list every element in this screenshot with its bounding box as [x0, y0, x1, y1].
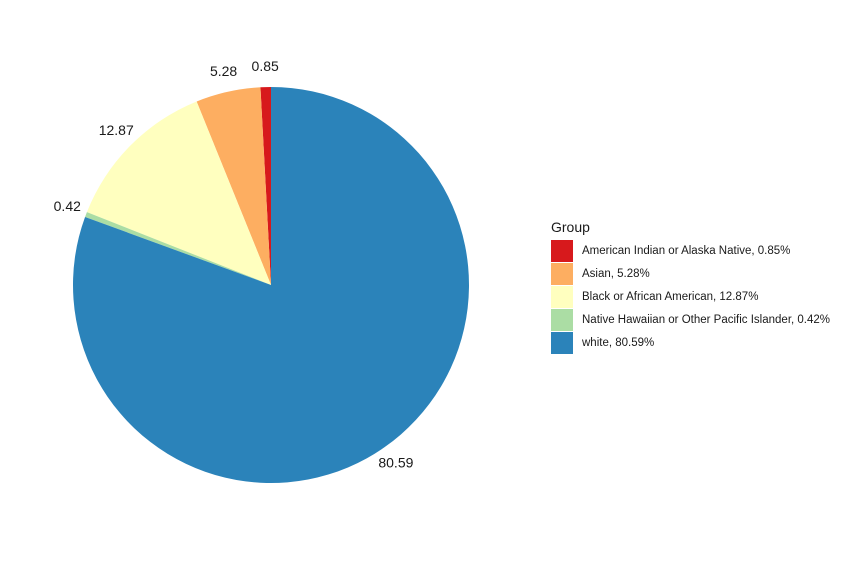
pie-slice-black-or-african-american — [86, 101, 271, 285]
pie-slice-asian — [196, 87, 271, 285]
legend-key-american-indian-or-alaska-native — [551, 240, 573, 262]
legend-label: American Indian or Alaska Native, 0.85% — [582, 245, 790, 257]
legend-label: white, 80.59% — [581, 337, 654, 349]
legend-key-native-hawaiian-or-other-pacific-islander — [551, 309, 573, 331]
legend-key-white — [551, 332, 573, 354]
slice-value-label: 0.85 — [252, 58, 279, 74]
slice-value-label: 12.87 — [99, 122, 134, 138]
legend-label: Asian, 5.28% — [582, 268, 650, 280]
pie-slice-american-indian-or-alaska-native — [260, 87, 271, 285]
slice-value-label: 80.59 — [378, 454, 413, 470]
legend-label: Black or African American, 12.87% — [582, 291, 758, 303]
slice-value-label: 0.42 — [54, 198, 81, 214]
pie-slice-native-hawaiian-or-other-pacific-islander — [85, 212, 271, 285]
legend-key-asian — [551, 263, 573, 285]
slice-labels: 0.85 5.28 12.87 0.42 80.59 — [54, 58, 414, 471]
slice-value-label: 5.28 — [210, 63, 237, 79]
legend: Group American Indian or Alaska Native, … — [551, 219, 830, 354]
legend-title: Group — [551, 219, 590, 235]
pie-slices — [73, 87, 470, 483]
legend-label: Native Hawaiian or Other Pacific Islande… — [582, 314, 830, 326]
pie-slice-white — [73, 87, 470, 483]
legend-key-black-or-african-american — [551, 286, 573, 308]
